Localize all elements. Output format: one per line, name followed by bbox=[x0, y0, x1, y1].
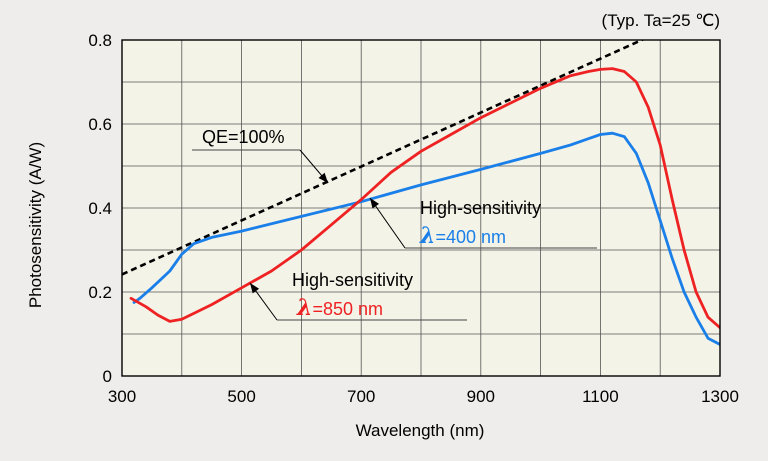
annotation-400-text-part: High-sensitivity bbox=[420, 198, 541, 218]
annotation-850-text-part: λ bbox=[296, 295, 312, 321]
plot-frame bbox=[121, 39, 721, 377]
x-tick-label: 1300 bbox=[701, 387, 739, 406]
annotation-qe: QE=100% bbox=[192, 127, 329, 184]
annotation-400-leader bbox=[369, 197, 406, 249]
x-tick-label: 1100 bbox=[582, 387, 619, 406]
annotation-400-text-part: λ bbox=[419, 223, 435, 249]
annotation-850-text: High-sensitivity bbox=[292, 270, 413, 290]
x-tick-label: 300 bbox=[108, 387, 136, 406]
x-tick-label: 500 bbox=[227, 387, 255, 406]
x-tick-label: 700 bbox=[347, 387, 375, 406]
x-axis-title: Wavelength (nm) bbox=[356, 421, 485, 440]
y-tick-label: 0.8 bbox=[88, 31, 112, 50]
annotation-400-text: High-sensitivity bbox=[420, 198, 541, 218]
annotation-850-text-part: =850 nm bbox=[312, 299, 383, 319]
annotation-400-text-part: =400 nm bbox=[435, 227, 506, 247]
annotation-850-text-part: High-sensitivity bbox=[292, 270, 413, 290]
y-tick-label: 0.6 bbox=[88, 115, 112, 134]
y-axis-title: Photosensitivity (A/W) bbox=[26, 142, 45, 308]
series-group bbox=[122, 40, 720, 346]
series-line-2 bbox=[129, 67, 720, 330]
y-tick-label: 0.4 bbox=[88, 199, 112, 218]
y-tick-label: 0 bbox=[103, 367, 112, 386]
annotation-400: High-sensitivity λ=400 nm bbox=[369, 197, 597, 249]
annotation-850-text: λ=850 nm bbox=[296, 295, 383, 321]
x-tick-label: 900 bbox=[467, 387, 495, 406]
annotation-400-arrowhead bbox=[370, 198, 379, 209]
annotation-qe-arrowhead bbox=[318, 172, 328, 183]
annotation-850-arrowhead bbox=[250, 283, 260, 294]
condition-note: (Typ. Ta=25 ℃) bbox=[602, 11, 720, 30]
series-line-1 bbox=[132, 131, 720, 346]
series-line-0 bbox=[122, 40, 645, 276]
annotation-qe-text: QE=100% bbox=[202, 127, 285, 147]
annotation-850: High-sensitivity λ=850 nm bbox=[249, 270, 467, 321]
y-tick-label: 0.2 bbox=[88, 283, 112, 302]
annotation-qe-text-part: QE=100% bbox=[202, 127, 285, 147]
annotation-400-text: λ=400 nm bbox=[419, 223, 506, 249]
plot-area: 300 500 700 900 1100 1300 0 0.2 0.4 0.6 0.8 QE=100%… bbox=[88, 31, 739, 406]
